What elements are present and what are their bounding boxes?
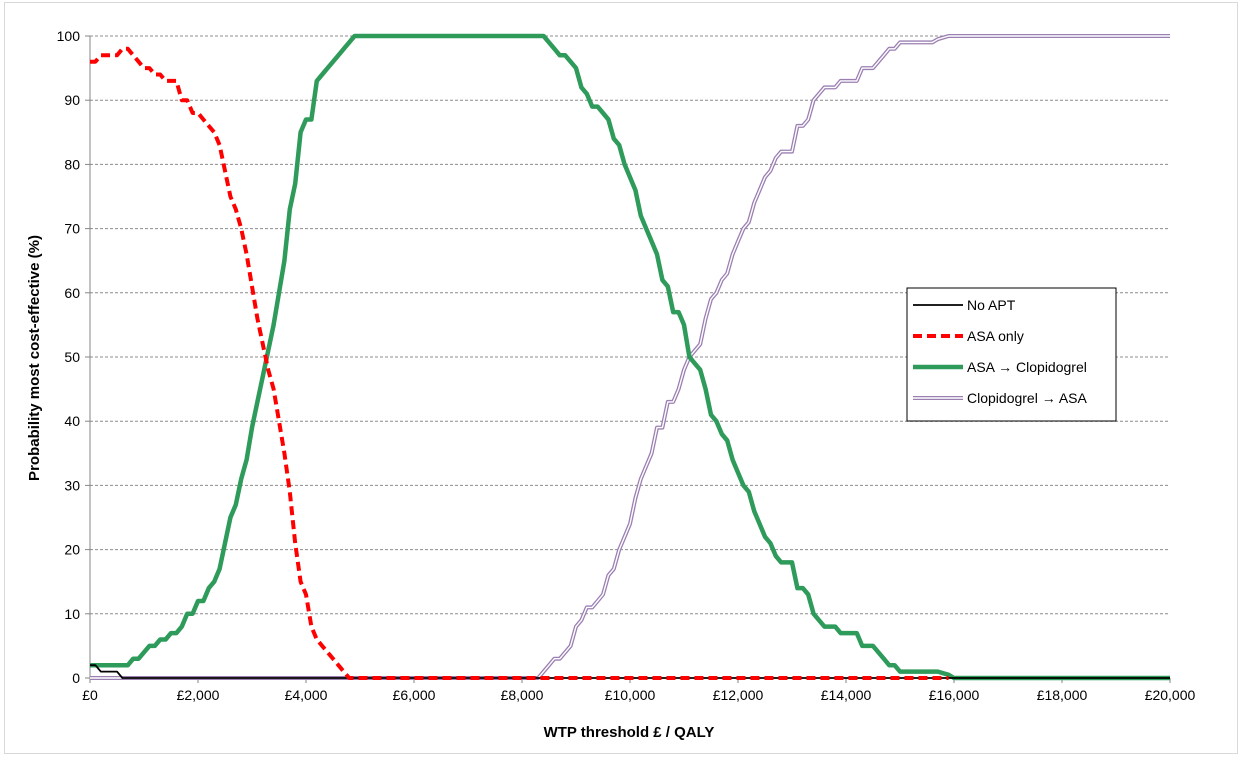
- x-tick-label: £14,000: [821, 687, 872, 703]
- y-tick-label: 80: [64, 156, 80, 172]
- y-tick-label: 30: [64, 477, 80, 493]
- series-line-clopidogrel-asa-inner: [90, 35, 1170, 679]
- legend-label-asa-only: ASA only: [967, 328, 1024, 344]
- x-tick-label: £4,000: [285, 687, 328, 703]
- legend: No APT ASA only ASA → Clopidogrel Clopidogr…: [906, 287, 1117, 422]
- y-tick-label: 60: [64, 285, 80, 301]
- x-tick-label: £6,000: [393, 687, 436, 703]
- x-tick-label: £0: [82, 687, 98, 703]
- x-tick-label: £10,000: [605, 687, 656, 703]
- x-tick-label: £20,000: [1145, 687, 1196, 703]
- series-line-asa-only: [90, 46, 949, 680]
- series-line-no-apt: [90, 664, 1170, 679]
- x-tick-label: £12,000: [713, 687, 764, 703]
- y-tick-label: 40: [64, 413, 80, 429]
- y-tick-label: 50: [64, 349, 80, 365]
- legend-label-clopidogrel-asa: Clopidogrel → ASA: [967, 390, 1088, 406]
- y-tick-label: 0: [72, 670, 80, 686]
- y-axis-title: Probability most cost-effective (%): [26, 235, 43, 481]
- x-axis-title: WTP threshold £ / QALY: [544, 724, 715, 741]
- x-tick-label: £2,000: [177, 687, 220, 703]
- x-tick-label: £8,000: [501, 687, 544, 703]
- y-tick-label: 10: [64, 606, 80, 622]
- series-line-asa-clopidogrel: [90, 33, 1170, 681]
- legend-label-no-apt: No APT: [967, 297, 1016, 313]
- x-tick-label: £16,000: [929, 687, 980, 703]
- y-tick-label: 70: [64, 221, 80, 237]
- chart-frame: [4, 2, 1238, 754]
- y-tick-label: 90: [64, 92, 80, 108]
- series: [90, 33, 1170, 681]
- legend-label-asa-clopidogrel: ASA → Clopidogrel: [967, 359, 1087, 375]
- x-tick-label: £18,000: [1037, 687, 1088, 703]
- y-tick-label: 20: [64, 542, 80, 558]
- y-tick-label: 100: [57, 28, 81, 44]
